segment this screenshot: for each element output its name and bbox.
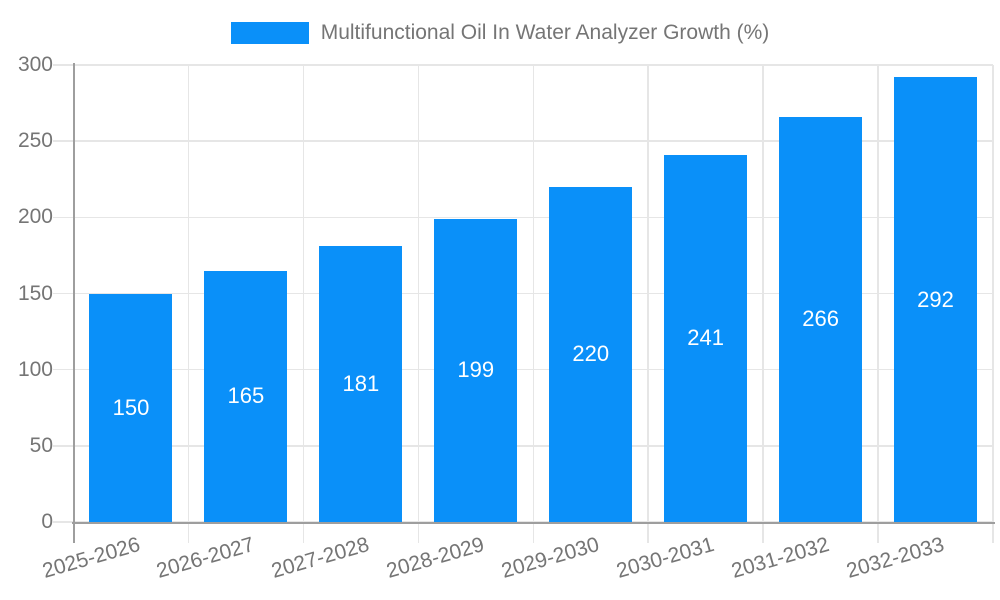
bar-value-label: 165 xyxy=(227,383,265,409)
x-tick-label: 2028-2029 xyxy=(384,533,488,583)
y-gridline xyxy=(52,64,993,66)
x-gridline xyxy=(877,65,879,543)
legend-swatch xyxy=(230,22,309,44)
y-gridline xyxy=(52,445,993,447)
x-gridline xyxy=(187,65,190,543)
y-tick-label: 200 xyxy=(17,205,53,229)
x-tick-label: 2029-2030 xyxy=(499,533,603,583)
x-gridline xyxy=(762,65,764,543)
x-gridline xyxy=(532,65,534,543)
y-tick-label: 150 xyxy=(17,281,53,305)
bar[interactable]: 150 xyxy=(89,293,173,522)
bar-value-label: 292 xyxy=(917,286,954,312)
bar-value-label: 266 xyxy=(802,306,839,332)
x-tick-label: 2030-2031 xyxy=(614,533,717,583)
x-gridline xyxy=(417,65,420,543)
x-tick-label: 2026-2027 xyxy=(154,533,258,583)
bar-value-label: 150 xyxy=(112,394,150,420)
bar[interactable]: 241 xyxy=(664,154,748,522)
bar-value-label: 220 xyxy=(572,341,610,367)
bar[interactable]: 181 xyxy=(319,246,403,522)
bar[interactable]: 292 xyxy=(894,77,978,522)
y-tick-label: 0 xyxy=(41,510,53,533)
bar[interactable]: 199 xyxy=(434,218,518,522)
x-tick-label: 2032-2033 xyxy=(843,533,947,583)
x-gridline xyxy=(302,65,305,543)
x-axis-line xyxy=(72,522,995,524)
bar-value-label: 181 xyxy=(342,371,380,397)
y-axis-line xyxy=(72,63,75,543)
x-gridline xyxy=(647,65,649,543)
legend: Multifunctional Oil In Water Analyzer Gr… xyxy=(0,22,1000,44)
bar[interactable]: 220 xyxy=(549,186,633,522)
bar[interactable]: 165 xyxy=(204,270,288,522)
y-gridline xyxy=(52,368,993,371)
y-tick-label: 50 xyxy=(29,433,53,457)
x-gridline xyxy=(992,65,994,543)
y-tick-label: 250 xyxy=(17,129,53,153)
y-tick-label: 100 xyxy=(17,357,53,381)
y-tick-label: 300 xyxy=(17,53,53,76)
y-gridline xyxy=(52,216,993,219)
bar-value-label: 199 xyxy=(457,357,495,383)
legend-label: Multifunctional Oil In Water Analyzer Gr… xyxy=(320,21,770,44)
bar[interactable]: 266 xyxy=(779,116,863,522)
bar-value-label: 241 xyxy=(687,325,725,351)
x-tick-label: 2025-2026 xyxy=(39,533,143,583)
y-gridline xyxy=(52,292,993,295)
x-tick-label: 2031-2032 xyxy=(729,533,832,583)
x-tick-label: 2027-2028 xyxy=(269,533,373,583)
y-gridline xyxy=(52,140,993,142)
